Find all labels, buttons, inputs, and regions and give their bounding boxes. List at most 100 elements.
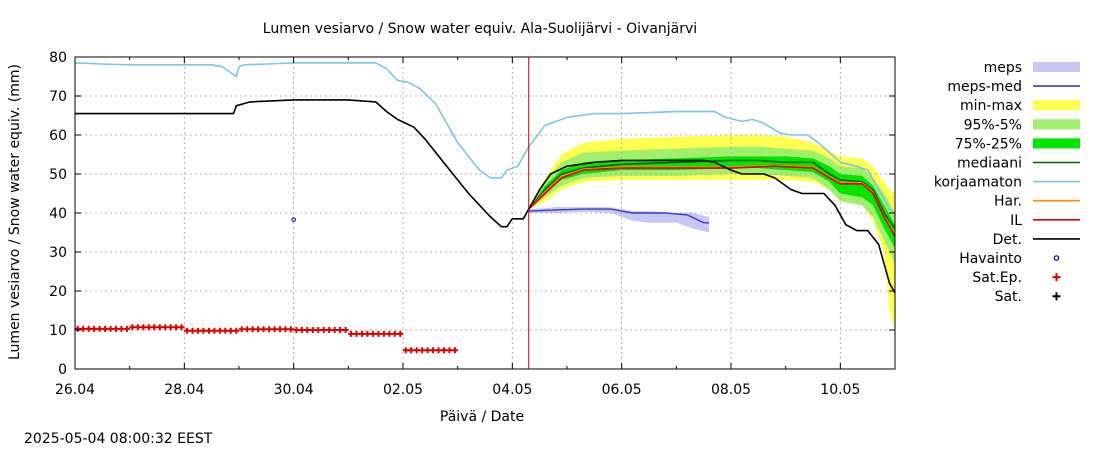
series-il xyxy=(528,165,896,237)
point-sat-ep xyxy=(451,347,458,354)
point-sat-ep xyxy=(424,347,431,354)
point-sat-ep xyxy=(151,324,158,331)
point-sat-ep xyxy=(162,324,169,331)
point-sat-ep xyxy=(304,327,311,333)
point-sat-ep xyxy=(408,347,415,354)
band-95-5 xyxy=(528,146,895,264)
legend-swatch-p75_25 xyxy=(1033,138,1080,149)
point-sat-ep xyxy=(391,330,398,337)
y-tick-label: 40 xyxy=(49,206,67,222)
point-sat-ep xyxy=(260,326,267,333)
point-sat-ep xyxy=(441,347,447,354)
y-tick-label: 20 xyxy=(49,284,67,300)
point-sat-ep xyxy=(129,324,136,331)
timestamp: 2025-05-04 08:00:32 EEST xyxy=(24,431,213,447)
point-sat-ep xyxy=(178,324,185,331)
point-sat-ep xyxy=(277,326,283,333)
point-sat-ep xyxy=(298,327,305,333)
x-tick-label: 28.04 xyxy=(164,382,204,398)
point-sat-ep xyxy=(205,327,212,334)
point-sat-ep xyxy=(386,330,393,337)
legend-label-p95_5: 95%-5% xyxy=(964,117,1022,133)
point-havainto xyxy=(291,217,296,222)
legend-label-il: IL xyxy=(1010,213,1022,229)
point-sat-ep xyxy=(342,327,349,333)
point-sat-ep xyxy=(337,327,344,333)
point-sat-ep xyxy=(195,327,201,334)
point-sat-ep xyxy=(293,327,300,333)
x-tick-label: 10.05 xyxy=(820,382,860,398)
point-sat-ep xyxy=(326,327,333,333)
y-tick-label: 0 xyxy=(58,362,67,378)
point-sat-ep xyxy=(249,326,256,333)
point-sat-ep xyxy=(331,327,338,333)
legend-label-min_max: min-max xyxy=(960,98,1022,114)
x-tick-label: 26.04 xyxy=(55,382,95,398)
point-sat-ep xyxy=(211,327,218,334)
point-sat-ep xyxy=(189,327,196,334)
y-tick-label: 10 xyxy=(49,323,67,339)
point-sat-ep xyxy=(184,327,191,334)
point-sat-ep xyxy=(145,324,152,331)
point-sat-ep xyxy=(364,330,371,337)
ticks-layer: 0 10 20 30 40 50 60 70 80 26.04 28.04 30.04 02.05 04.… xyxy=(49,50,895,398)
y-tick-label: 50 xyxy=(49,167,67,183)
point-sat-ep xyxy=(96,325,103,332)
series-meps-med xyxy=(528,208,710,224)
legend-label-sat_ep: Sat.Ep. xyxy=(972,270,1022,286)
point-sat-ep xyxy=(238,326,245,333)
legend-label-korjaamaton: korjaamaton xyxy=(934,175,1022,191)
point-sat-ep xyxy=(255,326,262,333)
point-sat-ep xyxy=(430,347,437,354)
point-sat-ep xyxy=(74,325,81,332)
grid-layer xyxy=(75,57,895,369)
x-tick-label: 06.05 xyxy=(602,382,642,398)
point-sat-ep xyxy=(309,327,316,333)
point-sat-ep xyxy=(369,330,376,337)
point-sat-ep xyxy=(113,325,119,332)
point-sat-ep xyxy=(227,327,234,334)
point-sat-ep xyxy=(91,325,98,332)
y-tick-label: 60 xyxy=(49,128,67,144)
point-sat-ep xyxy=(359,330,365,337)
point-sat-ep xyxy=(282,326,289,333)
legend-swatch-havainto xyxy=(1053,255,1060,261)
legend-swatch-sat xyxy=(1052,292,1061,301)
legend-swatch-meps xyxy=(1033,62,1080,72)
point-sat-ep xyxy=(118,325,125,332)
legend-label-p75_25: 75%-25% xyxy=(955,136,1022,152)
point-sat-ep xyxy=(123,325,130,332)
legend-swatch-p95_5 xyxy=(1033,119,1080,130)
series-korjaamaton xyxy=(74,62,896,214)
point-sat-ep xyxy=(271,326,278,333)
markers-layer xyxy=(74,217,458,354)
legend-swatch-min_max xyxy=(1033,100,1080,111)
point-sat-ep xyxy=(315,327,322,333)
x-tick-label: 08.05 xyxy=(711,382,751,398)
legend-label-har: Har. xyxy=(994,194,1022,210)
chart-title: Lumen vesiarvo / Snow water equiv. Ala-S… xyxy=(263,21,697,37)
y-tick-label: 30 xyxy=(49,245,67,261)
point-sat-ep xyxy=(80,325,87,332)
series-har xyxy=(528,164,896,236)
point-sat-ep xyxy=(397,330,404,337)
x-tick-label: 30.04 xyxy=(274,382,314,398)
point-sat-ep xyxy=(216,327,223,334)
point-sat-ep xyxy=(156,324,163,331)
legend-label-mediaani: mediaani xyxy=(957,156,1022,172)
point-sat-ep xyxy=(353,330,360,337)
point-sat-ep xyxy=(233,327,240,334)
point-sat-ep xyxy=(435,347,442,354)
x-tick-label: 04.05 xyxy=(492,382,532,398)
point-sat-ep xyxy=(320,327,327,333)
point-sat-ep xyxy=(244,326,251,333)
point-sat-ep xyxy=(375,330,382,337)
point-sat-ep xyxy=(222,327,229,334)
point-sat-ep xyxy=(419,347,426,354)
point-sat-ep xyxy=(287,326,294,333)
y-tick-label: 80 xyxy=(49,50,67,66)
legend-label-sat: Sat. xyxy=(995,289,1022,305)
point-sat-ep xyxy=(446,347,453,354)
point-sat-ep xyxy=(200,327,207,334)
